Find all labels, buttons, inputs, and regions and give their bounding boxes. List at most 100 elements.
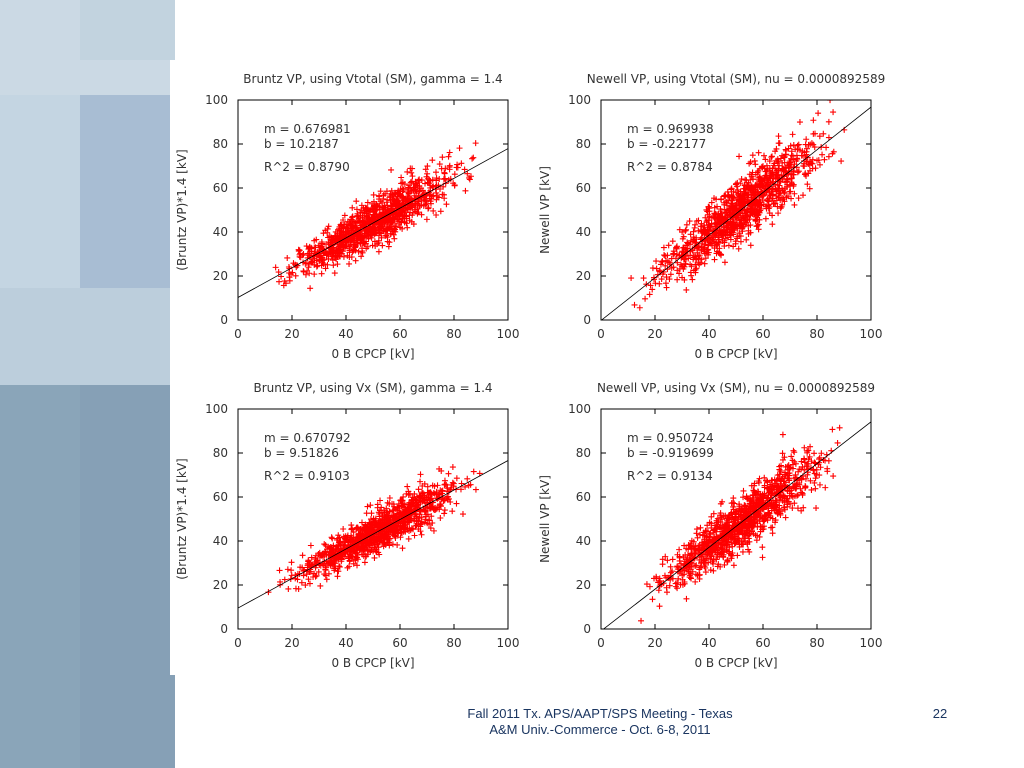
- data-point: [705, 251, 712, 258]
- data-point: [732, 238, 739, 245]
- data-point: [377, 198, 384, 205]
- data-point: [389, 196, 396, 203]
- data-point: [407, 204, 414, 211]
- data-point: [319, 257, 326, 264]
- data-point: [661, 252, 668, 259]
- data-point: [326, 545, 333, 552]
- data-point: [361, 240, 368, 247]
- data-point: [355, 218, 362, 225]
- data-point: [816, 133, 823, 140]
- data-point: [329, 535, 336, 542]
- data-point: [718, 196, 725, 203]
- data-point: [736, 217, 743, 224]
- data-point: [346, 260, 353, 267]
- data-point: [311, 237, 318, 244]
- data-point: [734, 179, 741, 186]
- data-point: [785, 145, 792, 152]
- data-point: [354, 525, 361, 532]
- data-point: [793, 155, 800, 162]
- data-point: [346, 558, 353, 565]
- data-point: [466, 174, 473, 181]
- data-point: [710, 510, 717, 517]
- data-point: [397, 511, 404, 518]
- x-tick-label: 60: [755, 636, 770, 650]
- data-point: [284, 254, 291, 261]
- data-point: [428, 513, 435, 520]
- x-tick-label: 80: [809, 327, 824, 341]
- data-point: [309, 258, 316, 265]
- data-point: [434, 193, 441, 200]
- data-point: [718, 217, 725, 224]
- data-point: [689, 554, 696, 561]
- annotation: b = 9.51826: [264, 446, 339, 460]
- data-point: [777, 205, 784, 212]
- data-point: [795, 491, 802, 498]
- data-point: [708, 546, 715, 553]
- data-point: [794, 142, 801, 149]
- data-point: [714, 549, 721, 556]
- data-point: [679, 235, 686, 242]
- data-point: [762, 175, 769, 182]
- data-point: [824, 468, 831, 475]
- data-point: [775, 158, 782, 165]
- data-point: [674, 579, 681, 586]
- data-point: [746, 216, 753, 223]
- data-point: [308, 561, 315, 568]
- data-point: [276, 278, 283, 285]
- data-point: [437, 487, 444, 494]
- data-point: [739, 523, 746, 530]
- data-point: [800, 192, 807, 199]
- data-point: [391, 235, 398, 242]
- data-point: [398, 503, 405, 510]
- y-axis-label: (Bruntz VP)*1.4 [kV]: [175, 149, 189, 270]
- y-tick-label: 60: [576, 490, 591, 504]
- data-point: [676, 226, 683, 233]
- data-point: [669, 238, 676, 245]
- chart-2: Newell VP, using Vtotal (SM), nu = 0.000…: [538, 72, 885, 361]
- data-point: [456, 145, 463, 152]
- data-point: [811, 450, 818, 457]
- data-point: [788, 152, 795, 159]
- data-point: [701, 557, 708, 564]
- data-point: [295, 246, 302, 253]
- data-point: [436, 465, 443, 472]
- data-point: [761, 174, 768, 181]
- data-point: [705, 203, 712, 210]
- data-point: [297, 564, 304, 571]
- data-point: [710, 567, 717, 574]
- data-point: [450, 483, 457, 490]
- data-point: [405, 505, 412, 512]
- bg-block-5: [0, 288, 175, 388]
- data-point: [372, 548, 379, 555]
- data-point: [472, 486, 479, 493]
- data-point: [410, 497, 417, 504]
- data-point: [659, 561, 666, 568]
- data-point: [472, 140, 479, 147]
- data-point: [812, 130, 819, 137]
- x-tick-label: 20: [284, 636, 299, 650]
- data-point: [436, 175, 443, 182]
- data-point: [408, 169, 415, 176]
- data-point: [387, 230, 394, 237]
- data-point: [438, 488, 445, 495]
- data-point: [766, 210, 773, 217]
- data-point: [449, 479, 456, 486]
- data-point: [763, 179, 770, 186]
- data-point: [708, 199, 715, 206]
- data-point: [446, 164, 453, 171]
- data-point: [447, 499, 454, 506]
- data-point: [697, 524, 704, 531]
- data-point: [773, 169, 780, 176]
- data-point: [333, 556, 340, 563]
- data-point: [653, 575, 660, 582]
- data-point: [751, 157, 758, 164]
- footer: Fall 2011 Tx. APS/AAPT/SPS Meeting - Tex…: [440, 706, 760, 738]
- data-point: [690, 538, 697, 545]
- data-point: [364, 551, 371, 558]
- data-point: [770, 162, 777, 169]
- data-point: [778, 462, 785, 469]
- data-point: [328, 534, 335, 541]
- data-point: [327, 562, 334, 569]
- data-point: [754, 532, 761, 539]
- data-point: [312, 552, 319, 559]
